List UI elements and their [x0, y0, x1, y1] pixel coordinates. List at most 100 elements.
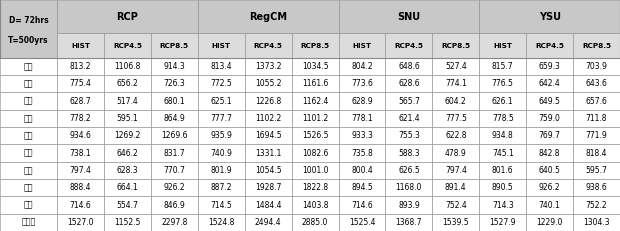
Text: 565.7: 565.7: [398, 97, 420, 106]
Text: 752.2: 752.2: [586, 201, 608, 210]
Text: 628.9: 628.9: [351, 97, 373, 106]
Bar: [432, 144, 479, 162]
Text: 664.1: 664.1: [117, 183, 138, 192]
Text: 554.7: 554.7: [117, 201, 138, 210]
Text: 740.1: 740.1: [539, 201, 560, 210]
Bar: [245, 196, 291, 214]
Text: HIST: HIST: [494, 43, 512, 49]
Text: 628.6: 628.6: [398, 79, 420, 88]
Bar: [198, 179, 245, 196]
Bar: [432, 75, 479, 92]
Text: 1525.4: 1525.4: [348, 218, 375, 227]
Bar: [479, 179, 526, 196]
Bar: [245, 214, 291, 231]
Bar: [386, 179, 432, 196]
Text: 인제: 인제: [24, 166, 33, 175]
Bar: [291, 58, 339, 75]
Text: 1524.8: 1524.8: [208, 218, 234, 227]
Bar: [479, 92, 526, 110]
Bar: [573, 75, 620, 92]
Text: 2297.8: 2297.8: [161, 218, 187, 227]
Bar: [339, 92, 386, 110]
Text: 935.9: 935.9: [210, 131, 232, 140]
Text: 769.7: 769.7: [539, 131, 560, 140]
Bar: [245, 162, 291, 179]
Bar: [104, 92, 151, 110]
Text: 1001.0: 1001.0: [302, 166, 329, 175]
Bar: [479, 196, 526, 214]
Text: 595.1: 595.1: [117, 114, 138, 123]
Text: 1102.2: 1102.2: [255, 114, 281, 123]
Text: 714.5: 714.5: [210, 201, 232, 210]
Bar: [432, 214, 479, 231]
Text: 1152.5: 1152.5: [114, 218, 141, 227]
Text: 831.7: 831.7: [164, 149, 185, 158]
Text: RCP4.5: RCP4.5: [535, 43, 564, 49]
Bar: [291, 179, 339, 196]
Bar: [104, 162, 151, 179]
Bar: [245, 92, 291, 110]
Bar: [432, 92, 479, 110]
Bar: [386, 33, 432, 58]
Text: HIST: HIST: [353, 43, 371, 49]
Bar: [245, 144, 291, 162]
Bar: [386, 144, 432, 162]
Bar: [0, 162, 57, 179]
Text: RCP4.5: RCP4.5: [113, 43, 142, 49]
Text: 628.3: 628.3: [117, 166, 138, 175]
Bar: [339, 162, 386, 179]
Bar: [339, 127, 386, 144]
Text: 595.7: 595.7: [586, 166, 608, 175]
Bar: [386, 92, 432, 110]
Bar: [104, 127, 151, 144]
Bar: [104, 196, 151, 214]
Bar: [526, 179, 573, 196]
Text: 원주: 원주: [24, 97, 33, 106]
Text: 777.5: 777.5: [445, 114, 467, 123]
Text: 934.6: 934.6: [69, 131, 91, 140]
Bar: [198, 127, 245, 144]
Text: 759.0: 759.0: [539, 114, 560, 123]
Text: 775.4: 775.4: [69, 79, 91, 88]
Bar: [57, 33, 104, 58]
Bar: [198, 58, 245, 75]
Text: 628.7: 628.7: [69, 97, 91, 106]
Text: RCP8.5: RCP8.5: [441, 43, 471, 49]
Bar: [526, 144, 573, 162]
Text: 804.2: 804.2: [351, 62, 373, 71]
Bar: [198, 196, 245, 214]
Bar: [151, 179, 198, 196]
Text: 1822.8: 1822.8: [302, 183, 328, 192]
Bar: [573, 110, 620, 127]
Text: 714.6: 714.6: [69, 201, 91, 210]
Text: 934.8: 934.8: [492, 131, 513, 140]
Bar: [57, 144, 104, 162]
Bar: [151, 127, 198, 144]
Text: 1161.6: 1161.6: [302, 79, 328, 88]
Bar: [339, 196, 386, 214]
Bar: [0, 196, 57, 214]
Text: 752.4: 752.4: [445, 201, 467, 210]
Bar: [573, 33, 620, 58]
Text: 1055.2: 1055.2: [255, 79, 281, 88]
Text: 1403.8: 1403.8: [302, 201, 329, 210]
Text: 738.1: 738.1: [69, 149, 91, 158]
Bar: [479, 0, 620, 33]
Text: 643.6: 643.6: [586, 79, 608, 88]
Bar: [104, 214, 151, 231]
Text: 726.3: 726.3: [164, 79, 185, 88]
Bar: [245, 127, 291, 144]
Text: 1269.6: 1269.6: [161, 131, 188, 140]
Text: 1229.0: 1229.0: [536, 218, 563, 227]
Bar: [386, 127, 432, 144]
Text: 홍쳜: 홍쳜: [24, 114, 33, 123]
Bar: [339, 33, 386, 58]
Bar: [479, 58, 526, 75]
Bar: [432, 58, 479, 75]
Bar: [479, 33, 526, 58]
Text: 646.2: 646.2: [117, 149, 138, 158]
Bar: [57, 162, 104, 179]
Bar: [57, 58, 104, 75]
Bar: [104, 33, 151, 58]
Text: 745.1: 745.1: [492, 149, 513, 158]
